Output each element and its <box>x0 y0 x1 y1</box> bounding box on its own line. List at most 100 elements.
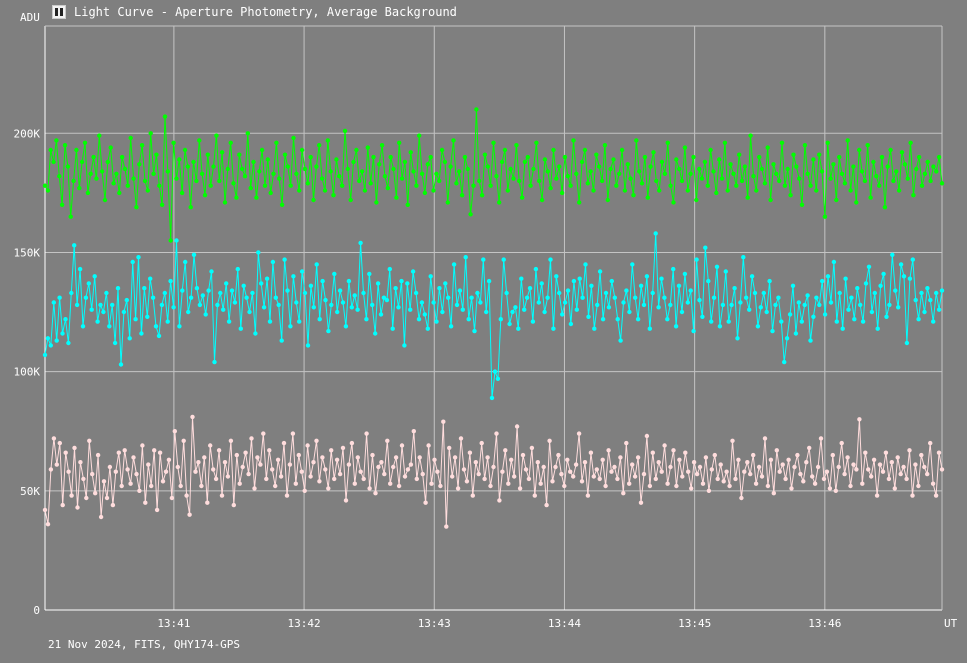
series-0-point <box>865 143 870 148</box>
series-0-point <box>637 169 642 174</box>
series-2-point <box>677 457 682 462</box>
series-2-point <box>237 481 242 486</box>
series-0-point <box>214 133 219 138</box>
series-2-point <box>379 460 384 465</box>
light-curve-app-icon <box>52 5 66 19</box>
series-2-point <box>854 467 859 472</box>
series-0-point <box>508 166 513 172</box>
series-1-point <box>770 328 775 334</box>
series-2-point <box>246 471 251 477</box>
series-2-point <box>609 469 614 474</box>
series-1-point <box>688 288 693 293</box>
series-2-point <box>815 464 821 470</box>
series-2-point <box>928 440 933 446</box>
series-1-point <box>165 319 170 324</box>
series-2-point <box>500 469 505 474</box>
series-2-point <box>541 464 546 470</box>
series-1-point <box>875 326 880 331</box>
series-2-point <box>110 502 116 508</box>
series-0-point <box>337 174 342 179</box>
series-0-point <box>334 157 339 162</box>
series-1-point <box>901 274 907 279</box>
series-2-point <box>559 471 564 477</box>
series-2-point <box>748 471 753 477</box>
series-2-point <box>792 464 797 470</box>
series-1-point <box>779 319 784 324</box>
series-0-point <box>434 171 439 176</box>
series-0-point <box>211 164 216 169</box>
series-1-point <box>498 317 503 322</box>
series-2-point <box>143 500 148 505</box>
series-0-point <box>402 159 408 165</box>
series-1-point <box>410 269 416 274</box>
series-0-point <box>154 152 159 157</box>
series-0-point <box>842 181 848 186</box>
series-1-point <box>224 281 229 286</box>
series-2-point <box>270 467 275 472</box>
series-2-point <box>786 457 791 462</box>
series-2-point <box>659 469 664 474</box>
series-2-point <box>753 481 759 486</box>
series-1-point <box>595 302 600 308</box>
series-2-point <box>668 464 673 470</box>
series-2-point <box>213 476 219 482</box>
series-1-point <box>256 250 261 255</box>
series-0-point <box>157 183 162 188</box>
series-0-point <box>502 147 508 153</box>
series-2-point <box>261 431 266 436</box>
series-2-point <box>812 481 818 486</box>
series-0-point <box>677 166 682 172</box>
series-0-point <box>854 200 859 205</box>
series-1-point <box>676 283 682 288</box>
series-2-point <box>208 443 213 448</box>
series-0-point <box>385 185 390 191</box>
series-2-point <box>718 462 723 467</box>
series-2-point <box>329 448 334 453</box>
series-0-point <box>645 195 650 200</box>
series-1-point <box>375 281 381 286</box>
series-0-point <box>894 169 899 174</box>
series-1-point <box>57 295 62 300</box>
series-0-point <box>45 188 51 193</box>
series-2-point <box>411 429 416 434</box>
series-2-point <box>857 417 862 422</box>
series-0-point <box>694 197 699 203</box>
series-0-point <box>939 181 945 186</box>
series-2-point <box>721 479 726 484</box>
series-1-point <box>562 300 568 305</box>
series-0-point <box>654 178 659 184</box>
series-2-point <box>665 481 670 486</box>
series-2-point <box>535 460 540 465</box>
series-0-point <box>314 164 319 169</box>
series-0-point <box>274 140 279 145</box>
series-0-point <box>179 190 185 196</box>
series-2-point <box>804 460 809 465</box>
series-0-point <box>648 164 653 169</box>
series-1-point <box>799 319 804 324</box>
series-1-point <box>931 319 936 324</box>
series-2-point <box>724 469 729 474</box>
series-0-point <box>697 166 702 172</box>
series-0-point <box>845 138 850 143</box>
series-2-point <box>653 476 658 482</box>
series-1-point <box>749 274 755 279</box>
series-0-point <box>308 154 313 160</box>
series-2-point <box>54 462 59 467</box>
series-2-point <box>691 460 697 465</box>
series-1-point <box>422 312 427 317</box>
series-1-point <box>408 307 413 312</box>
series-2-point <box>216 448 222 453</box>
series-1-point <box>682 271 688 277</box>
series-1-point <box>434 319 439 324</box>
series-0-point <box>622 188 628 193</box>
series-2-point <box>152 448 157 453</box>
series-2-point <box>886 476 892 482</box>
series-1-point <box>332 271 337 277</box>
series-0-point <box>422 190 428 196</box>
series-1-point <box>814 295 819 300</box>
series-1-point <box>235 266 240 272</box>
series-0-point <box>754 188 759 193</box>
series-2-point <box>919 452 924 458</box>
series-1-point <box>536 300 541 305</box>
